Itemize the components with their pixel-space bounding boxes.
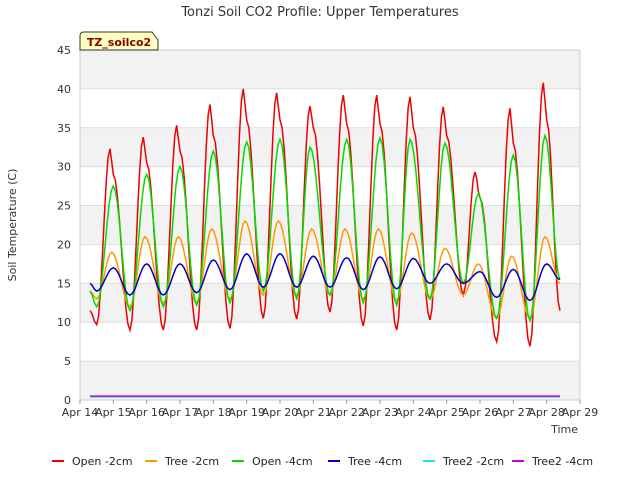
series-lines bbox=[89, 82, 561, 398]
y-tick-label: 45 bbox=[57, 44, 71, 57]
x-tick-label: Apr 18 bbox=[195, 406, 232, 419]
y-tick-label: 15 bbox=[57, 277, 71, 290]
legend-label: Tree -2cm bbox=[164, 455, 219, 468]
y-tick-label: 35 bbox=[57, 122, 71, 135]
legend-label: Tree -4cm bbox=[347, 455, 402, 468]
y-axis-label: Soil Temperature (C) bbox=[6, 169, 19, 282]
plot-frame bbox=[79, 49, 581, 401]
series-line-1 bbox=[89, 219, 561, 320]
x-tick-label: Apr 19 bbox=[228, 406, 265, 419]
y-tick-label: 10 bbox=[57, 316, 71, 329]
x-tick-label: Apr 14 bbox=[62, 406, 99, 419]
x-axis-label: Time bbox=[550, 423, 578, 436]
grid-band bbox=[80, 361, 580, 400]
x-tick-label: Apr 23 bbox=[362, 406, 399, 419]
x-tick-label: Apr 21 bbox=[295, 406, 332, 419]
x-tick-label: Apr 26 bbox=[462, 406, 499, 419]
site-badge-label: TZ_soilco2 bbox=[87, 36, 151, 49]
y-axis: 0 5 10 15 20 25 30 35 40 45 bbox=[57, 44, 71, 407]
legend: Open -2cm Tree -2cm Open -4cm Tree -4cm Tree… bbox=[52, 455, 593, 468]
y-tick-label: 0 bbox=[64, 394, 71, 407]
legend-label: Tree2 -4cm bbox=[531, 455, 593, 468]
x-tick-label: Apr 24 bbox=[395, 406, 432, 419]
x-tick-label: Apr 15 bbox=[95, 406, 132, 419]
grid-band bbox=[80, 127, 580, 167]
legend-label: Open -4cm bbox=[252, 455, 313, 468]
x-tick-label: Apr 20 bbox=[262, 406, 299, 419]
grid-band bbox=[80, 205, 580, 245]
x-tick-label: Apr 17 bbox=[162, 406, 199, 419]
y-tick-label: 40 bbox=[57, 83, 71, 96]
x-tick-label: Apr 16 bbox=[128, 406, 165, 419]
site-badge: TZ_soilco2 bbox=[79, 31, 159, 51]
x-tick-label: Apr 22 bbox=[328, 406, 365, 419]
grid-band bbox=[80, 283, 580, 323]
x-tick-label: Apr 28 bbox=[528, 406, 565, 419]
series-line-2 bbox=[89, 133, 561, 324]
x-tick-label: Apr 25 bbox=[428, 406, 465, 419]
x-tick-label: Apr 29 bbox=[562, 406, 599, 419]
x-tick-label: Apr 27 bbox=[495, 406, 532, 419]
legend-label: Tree2 -2cm bbox=[442, 455, 504, 468]
grid-bands bbox=[80, 49, 580, 401]
y-tick-label: 5 bbox=[64, 355, 71, 368]
series-line-3 bbox=[89, 252, 561, 302]
legend-label: Open -2cm bbox=[72, 455, 133, 468]
chart-title: Tonzi Soil CO2 Profile: Upper Temperatur… bbox=[180, 5, 459, 20]
y-tick-label: 25 bbox=[57, 200, 71, 213]
y-tick-label: 30 bbox=[57, 161, 71, 174]
grid-band bbox=[80, 50, 580, 89]
y-tick-label: 20 bbox=[57, 238, 71, 251]
